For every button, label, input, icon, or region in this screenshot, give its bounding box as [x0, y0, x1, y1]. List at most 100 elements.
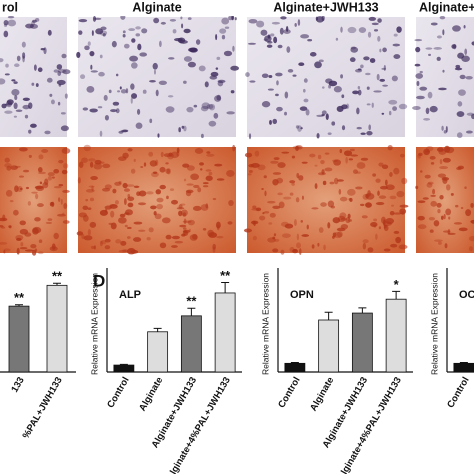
stain-spot — [3, 250, 6, 254]
stain-spot — [89, 108, 98, 113]
stain-spot — [437, 173, 447, 178]
stain-spot — [437, 208, 441, 214]
x-tick-label: Alginate — [137, 375, 165, 413]
stain-spot — [166, 195, 169, 200]
stain-spot — [125, 88, 129, 94]
stain-spot — [160, 151, 164, 158]
stain-spot — [458, 227, 468, 232]
stain-spot — [320, 202, 327, 207]
stain-spot — [173, 38, 183, 42]
stain-spot — [0, 224, 4, 228]
stain-spot — [133, 221, 143, 225]
stain-spot — [324, 167, 333, 172]
stain-spot — [85, 198, 89, 202]
stain-spot — [205, 203, 209, 209]
stain-spot — [131, 93, 138, 99]
stain-spot — [169, 19, 177, 22]
stain-spot — [190, 173, 200, 181]
stain-spot — [273, 36, 278, 44]
stain-spot — [5, 100, 13, 108]
stain-spot — [183, 125, 187, 132]
stain-spot — [294, 22, 297, 27]
stain-spot — [180, 16, 183, 20]
stain-spot — [296, 233, 300, 241]
stain-spot — [441, 215, 444, 220]
stain-spot — [146, 191, 154, 195]
stain-spot — [181, 125, 185, 129]
stain-spot — [343, 150, 353, 157]
stain-spot — [44, 178, 49, 186]
stain-spot — [353, 169, 358, 174]
stain-spot — [273, 157, 280, 161]
stain-spot — [433, 220, 440, 227]
stain-spot — [464, 48, 468, 55]
stain-spot — [47, 29, 52, 36]
stain-spot — [27, 201, 31, 206]
stain-spot — [110, 210, 115, 218]
stain-spot — [292, 145, 302, 150]
stain-spot — [460, 206, 464, 209]
stain-spot — [269, 212, 276, 218]
stain-spot — [3, 30, 9, 38]
stain-spot — [34, 248, 38, 252]
stain-spot — [37, 171, 47, 175]
stain-spot — [381, 112, 385, 115]
stain-spot — [62, 189, 70, 193]
stain-spot — [219, 28, 227, 34]
stain-spot — [330, 205, 336, 209]
stain-spot — [450, 192, 454, 196]
stain-spot — [62, 69, 71, 75]
stain-spot — [223, 50, 233, 57]
stain-spot — [32, 19, 37, 23]
stain-spot — [208, 120, 217, 127]
stain-spot — [39, 181, 43, 185]
stain-spot — [267, 88, 274, 91]
stain-spot — [315, 16, 318, 21]
stain-spot — [456, 111, 465, 118]
stain-spot — [3, 20, 9, 26]
stain-spot — [388, 99, 398, 105]
stain-spot — [47, 218, 53, 221]
stain-spot — [427, 91, 433, 99]
stain-spot — [6, 99, 14, 105]
stain-spot — [357, 68, 362, 71]
stain-spot — [28, 154, 32, 158]
stain-spot — [469, 235, 474, 242]
stain-spot — [22, 97, 30, 101]
stain-spot — [307, 39, 313, 42]
stain-spot — [261, 188, 264, 191]
stain-spot — [115, 108, 120, 114]
stain-spot — [57, 70, 62, 76]
stain-spot — [366, 103, 371, 106]
significance: ** — [220, 268, 231, 283]
stain-spot — [415, 46, 421, 53]
stain-spot — [130, 83, 135, 90]
stain-spot — [88, 185, 95, 188]
stain-spot — [284, 91, 289, 99]
stain-spot — [152, 171, 158, 174]
stain-spot — [135, 26, 141, 30]
stain-spot — [335, 37, 339, 41]
stain-spot — [216, 56, 221, 60]
stain-spot — [470, 220, 474, 224]
stain-spot — [155, 89, 159, 97]
stain-spot — [365, 202, 372, 208]
stain-spot — [230, 65, 239, 71]
stain-spot — [146, 236, 151, 241]
stain-spot — [452, 43, 457, 50]
stain-spot — [22, 104, 30, 110]
x-tick-label: Control — [276, 375, 302, 410]
stain-spot — [192, 205, 202, 211]
stain-spot — [212, 197, 217, 201]
significance: ** — [52, 269, 63, 284]
stain-spot — [193, 184, 200, 189]
stain-spot — [322, 180, 327, 186]
stain-spot — [264, 211, 270, 214]
stain-spot — [28, 129, 32, 134]
stain-spot — [296, 172, 300, 179]
stain-spot — [261, 73, 269, 79]
stain-spot — [181, 23, 184, 29]
stain-spot — [228, 200, 234, 206]
stain-spot — [99, 30, 108, 36]
stain-spot — [202, 227, 207, 231]
